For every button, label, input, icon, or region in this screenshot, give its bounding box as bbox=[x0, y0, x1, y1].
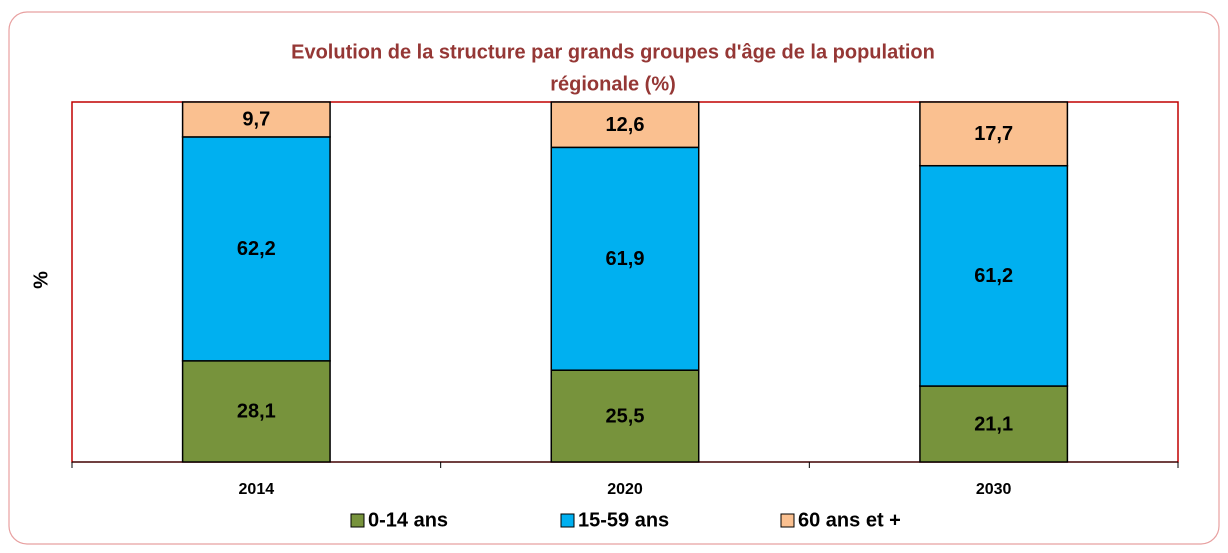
legend-label: 60 ans et + bbox=[798, 509, 901, 531]
data-label: 9,7 bbox=[242, 109, 270, 131]
chart-title: Evolution de la structure par grands gro… bbox=[291, 41, 935, 63]
bar-segment bbox=[550, 101, 700, 149]
chart-subtitle: régionale (%) bbox=[550, 73, 676, 95]
x-tick-label: 2020 bbox=[607, 481, 643, 498]
data-label: 28,1 bbox=[237, 401, 276, 423]
legend-swatch bbox=[560, 513, 575, 528]
data-label: 62,2 bbox=[237, 238, 276, 260]
bar-segment bbox=[181, 360, 331, 463]
bar-segment bbox=[919, 101, 1069, 167]
bar-segment bbox=[181, 101, 331, 138]
bar-segment bbox=[919, 385, 1069, 463]
y-axis-label: % bbox=[30, 271, 52, 289]
data-label: 61,9 bbox=[606, 248, 645, 270]
bar-segment bbox=[550, 369, 700, 463]
x-tick-label: 2014 bbox=[239, 481, 275, 498]
bar-segment bbox=[550, 146, 700, 371]
legend-label: 0-14 ans bbox=[368, 509, 448, 531]
legend-label: 15-59 ans bbox=[578, 509, 669, 531]
data-label: 12,6 bbox=[606, 114, 645, 136]
data-label: 25,5 bbox=[606, 405, 645, 427]
data-label: 21,1 bbox=[974, 413, 1013, 435]
legend-swatch bbox=[780, 513, 795, 528]
x-tick-label: 2030 bbox=[976, 481, 1012, 498]
legend-swatch bbox=[350, 513, 365, 528]
data-label: 17,7 bbox=[974, 123, 1013, 145]
bar-segment bbox=[181, 136, 331, 362]
data-label: 61,2 bbox=[974, 265, 1013, 287]
bar-segment bbox=[919, 164, 1069, 387]
